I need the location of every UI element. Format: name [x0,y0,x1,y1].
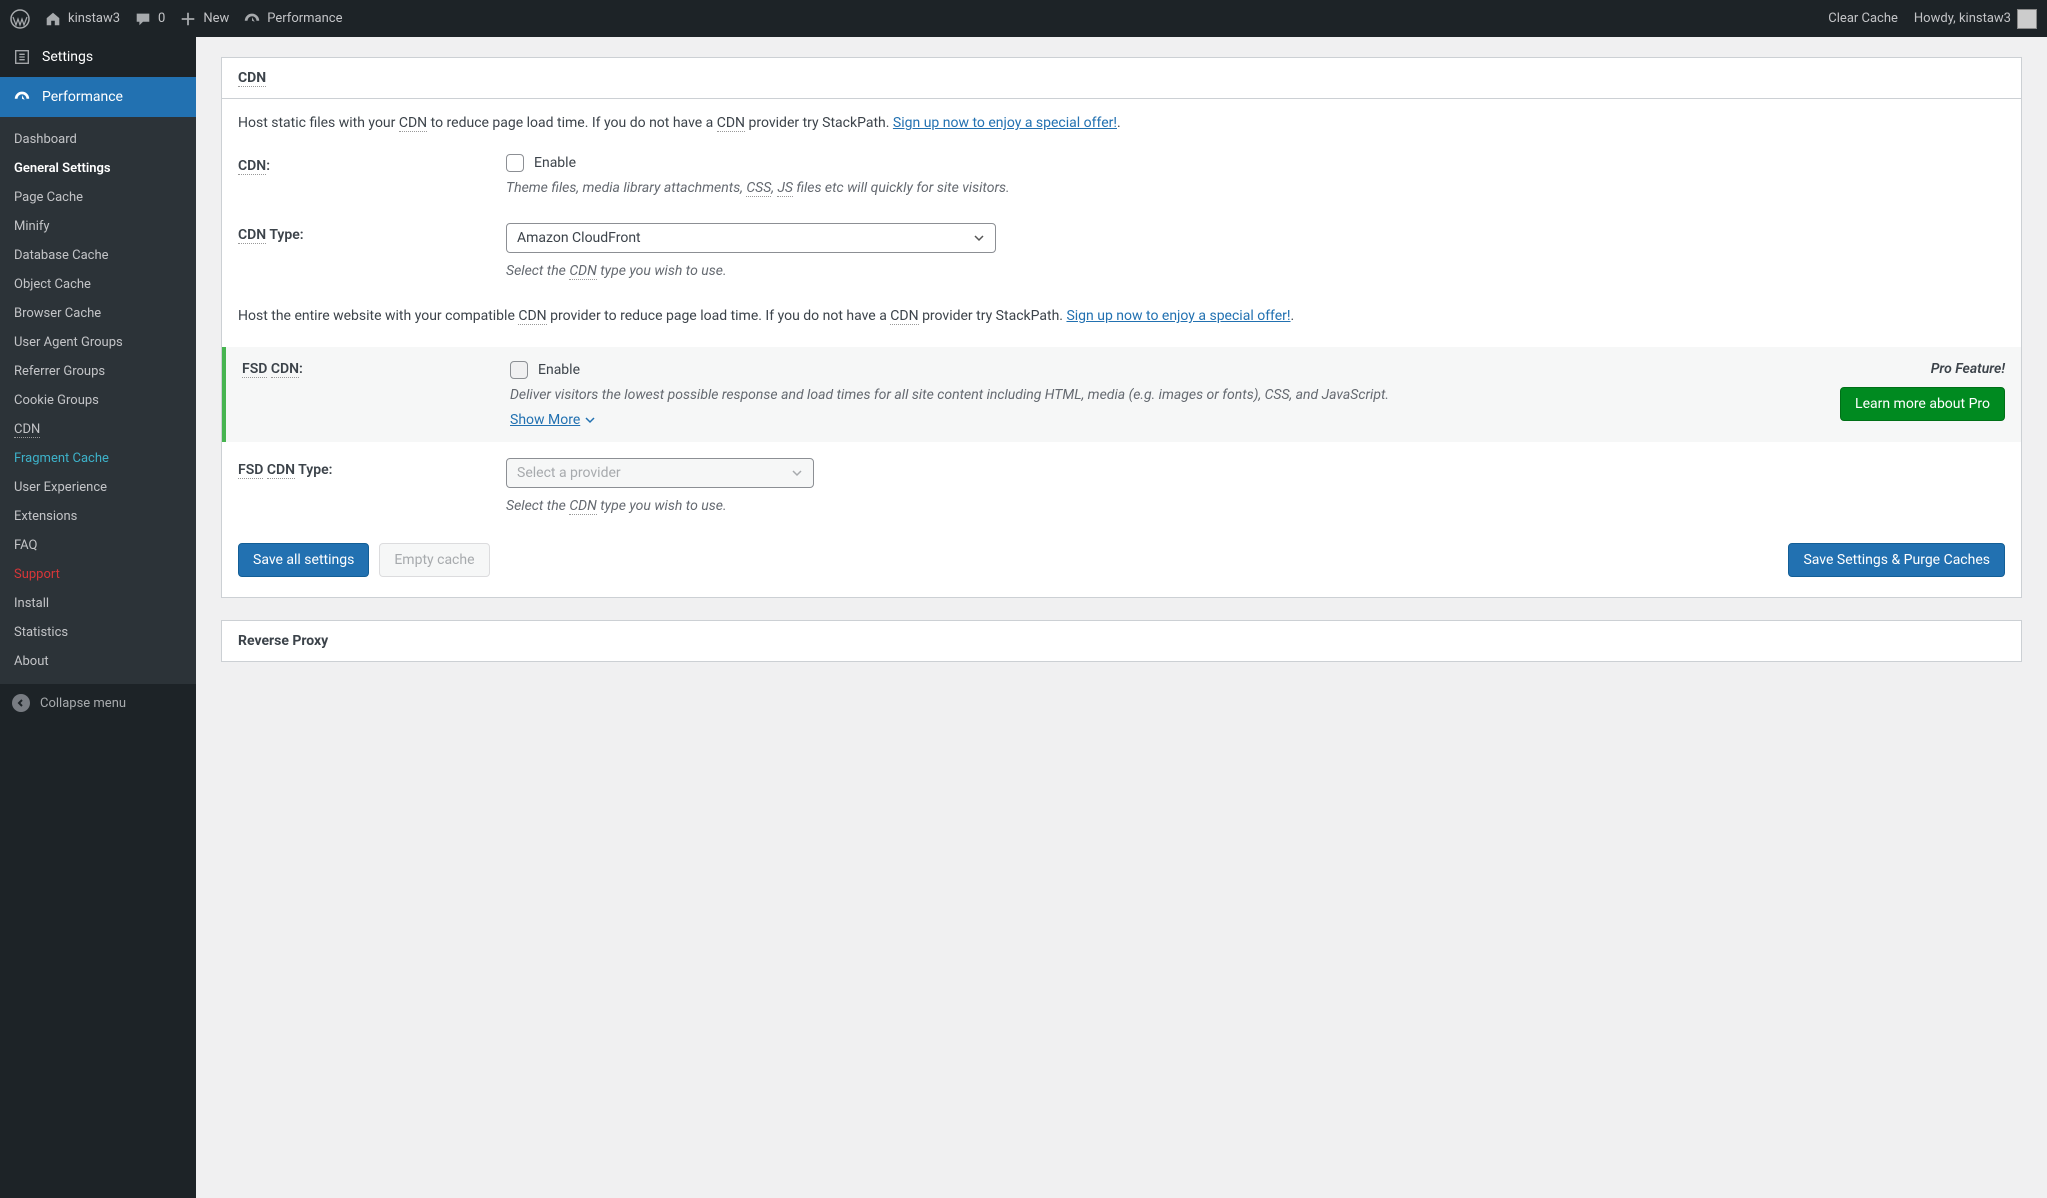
sidebar-item[interactable]: Extensions [0,502,196,531]
collapse-menu[interactable]: Collapse menu [0,684,196,722]
site-name-label: kinstaw3 [68,11,120,26]
clear-cache-link[interactable]: Clear Cache [1828,11,1898,26]
comments-link[interactable]: 0 [134,10,165,28]
wp-logo[interactable] [10,9,30,29]
fsd-type-label: FSD CDN Type: [238,458,506,517]
cdn-panel: CDN Host static files with your CDN to r… [221,57,2022,598]
gauge-icon [243,10,261,28]
action-row: Save all settings Empty cache Save Setti… [238,543,2005,577]
main-content: CDN Host static files with your CDN to r… [196,37,2047,662]
sidebar-item[interactable]: Minify [0,212,196,241]
reverse-proxy-heading: Reverse Proxy [238,633,328,649]
sidebar-item[interactable]: Support [0,560,196,589]
sidebar-item[interactable]: Browser Cache [0,299,196,328]
cdn-type-desc: Select the CDN type you wish to use. [506,261,2005,282]
sidebar-item[interactable]: About [0,647,196,676]
save-purge-button[interactable]: Save Settings & Purge Caches [1788,543,2005,577]
howdy-link[interactable]: Howdy, kinstaw3 [1914,9,2037,29]
performance-heading-label: Performance [42,89,123,105]
chevron-down-icon [791,467,803,479]
sidebar-submenu: DashboardGeneral SettingsPage CacheMinif… [0,117,196,684]
cdn-enable-row: CDN: Enable Theme files, media library a… [238,154,2005,199]
fsd-type-placeholder: Select a provider [517,465,621,481]
settings-icon [12,47,32,67]
collapse-label: Collapse menu [40,696,126,711]
comments-count: 0 [158,11,165,26]
sidebar-item[interactable]: Fragment Cache [0,444,196,473]
wordpress-icon [10,9,30,29]
sidebar-item[interactable]: CDN [0,415,196,444]
fsd-enable-text: Enable [538,362,580,378]
show-more-link[interactable]: Show More [510,412,596,428]
sidebar-performance[interactable]: Performance [0,77,196,117]
site-link[interactable]: kinstaw3 [44,10,120,28]
panel-header: CDN [222,58,2021,99]
fsd-pro-block: FSD CDN: Enable Deliver visitors the low… [222,347,2021,442]
performance-link[interactable]: Performance [243,10,342,28]
howdy-label: Howdy, kinstaw3 [1914,11,2011,26]
learn-more-button[interactable]: Learn more about Pro [1840,387,2005,421]
signup-link[interactable]: Sign up now to enjoy a special offer! [893,115,1117,131]
fsd-enable-checkbox [510,361,528,379]
sidebar-item[interactable]: User Experience [0,473,196,502]
cdn-type-select[interactable]: Amazon CloudFront [506,223,996,253]
intro2-text: Host the entire website with your compat… [238,306,2005,327]
sidebar-item[interactable]: Statistics [0,618,196,647]
avatar-icon [2017,9,2037,29]
sidebar-item[interactable]: Dashboard [0,125,196,154]
cdn-type-row: CDN Type: Amazon CloudFront Select the C… [238,223,2005,282]
fsd-type-row: FSD CDN Type: Select a provider Select t… [238,458,2005,517]
fsd-desc: Deliver visitors the lowest possible res… [510,385,1809,406]
signup-link-2[interactable]: Sign up now to enjoy a special offer! [1066,308,1290,324]
collapse-icon [12,694,30,712]
sidebar-item[interactable]: Cookie Groups [0,386,196,415]
sidebar-item[interactable]: Page Cache [0,183,196,212]
sidebar-item[interactable]: Install [0,589,196,618]
cdn-enable-desc: Theme files, media library attachments, … [506,178,2005,199]
cdn-type-label: CDN Type: [238,223,506,282]
new-link[interactable]: New [179,10,229,28]
pro-badge: Pro Feature! [1825,361,2005,377]
intro-text: Host static files with your CDN to reduc… [238,113,2005,134]
comment-icon [134,10,152,28]
plus-icon [179,10,197,28]
sidebar-item[interactable]: Database Cache [0,241,196,270]
cdn-enable-checkbox[interactable] [506,154,524,172]
admin-bar: kinstaw3 0 New Performance Clear Cache H… [0,0,2047,37]
sidebar-item[interactable]: General Settings [0,154,196,183]
sidebar-item[interactable]: Object Cache [0,270,196,299]
new-label: New [203,11,229,26]
chevron-down-icon [973,232,985,244]
fsd-type-select: Select a provider [506,458,814,488]
home-icon [44,10,62,28]
fsd-type-desc: Select the CDN type you wish to use. [506,496,2005,517]
sidebar-settings[interactable]: Settings [0,37,196,77]
empty-cache-button[interactable]: Empty cache [379,543,489,577]
settings-label: Settings [42,49,93,65]
sidebar-item[interactable]: User Agent Groups [0,328,196,357]
performance-label: Performance [267,11,342,26]
sidebar-item[interactable]: FAQ [0,531,196,560]
panel-heading: CDN [238,70,266,87]
cdn-enable-label: CDN: [238,154,506,199]
reverse-proxy-panel: Reverse Proxy [221,620,2022,662]
sidebar-item[interactable]: Referrer Groups [0,357,196,386]
cdn-type-value: Amazon CloudFront [517,230,641,246]
enable-text: Enable [534,155,576,171]
gauge-icon [12,87,32,107]
chevron-down-icon [584,414,596,426]
fsd-label: FSD CDN: [242,361,303,377]
save-all-button[interactable]: Save all settings [238,543,369,577]
admin-sidebar: Settings Performance DashboardGeneral Se… [0,37,196,1198]
